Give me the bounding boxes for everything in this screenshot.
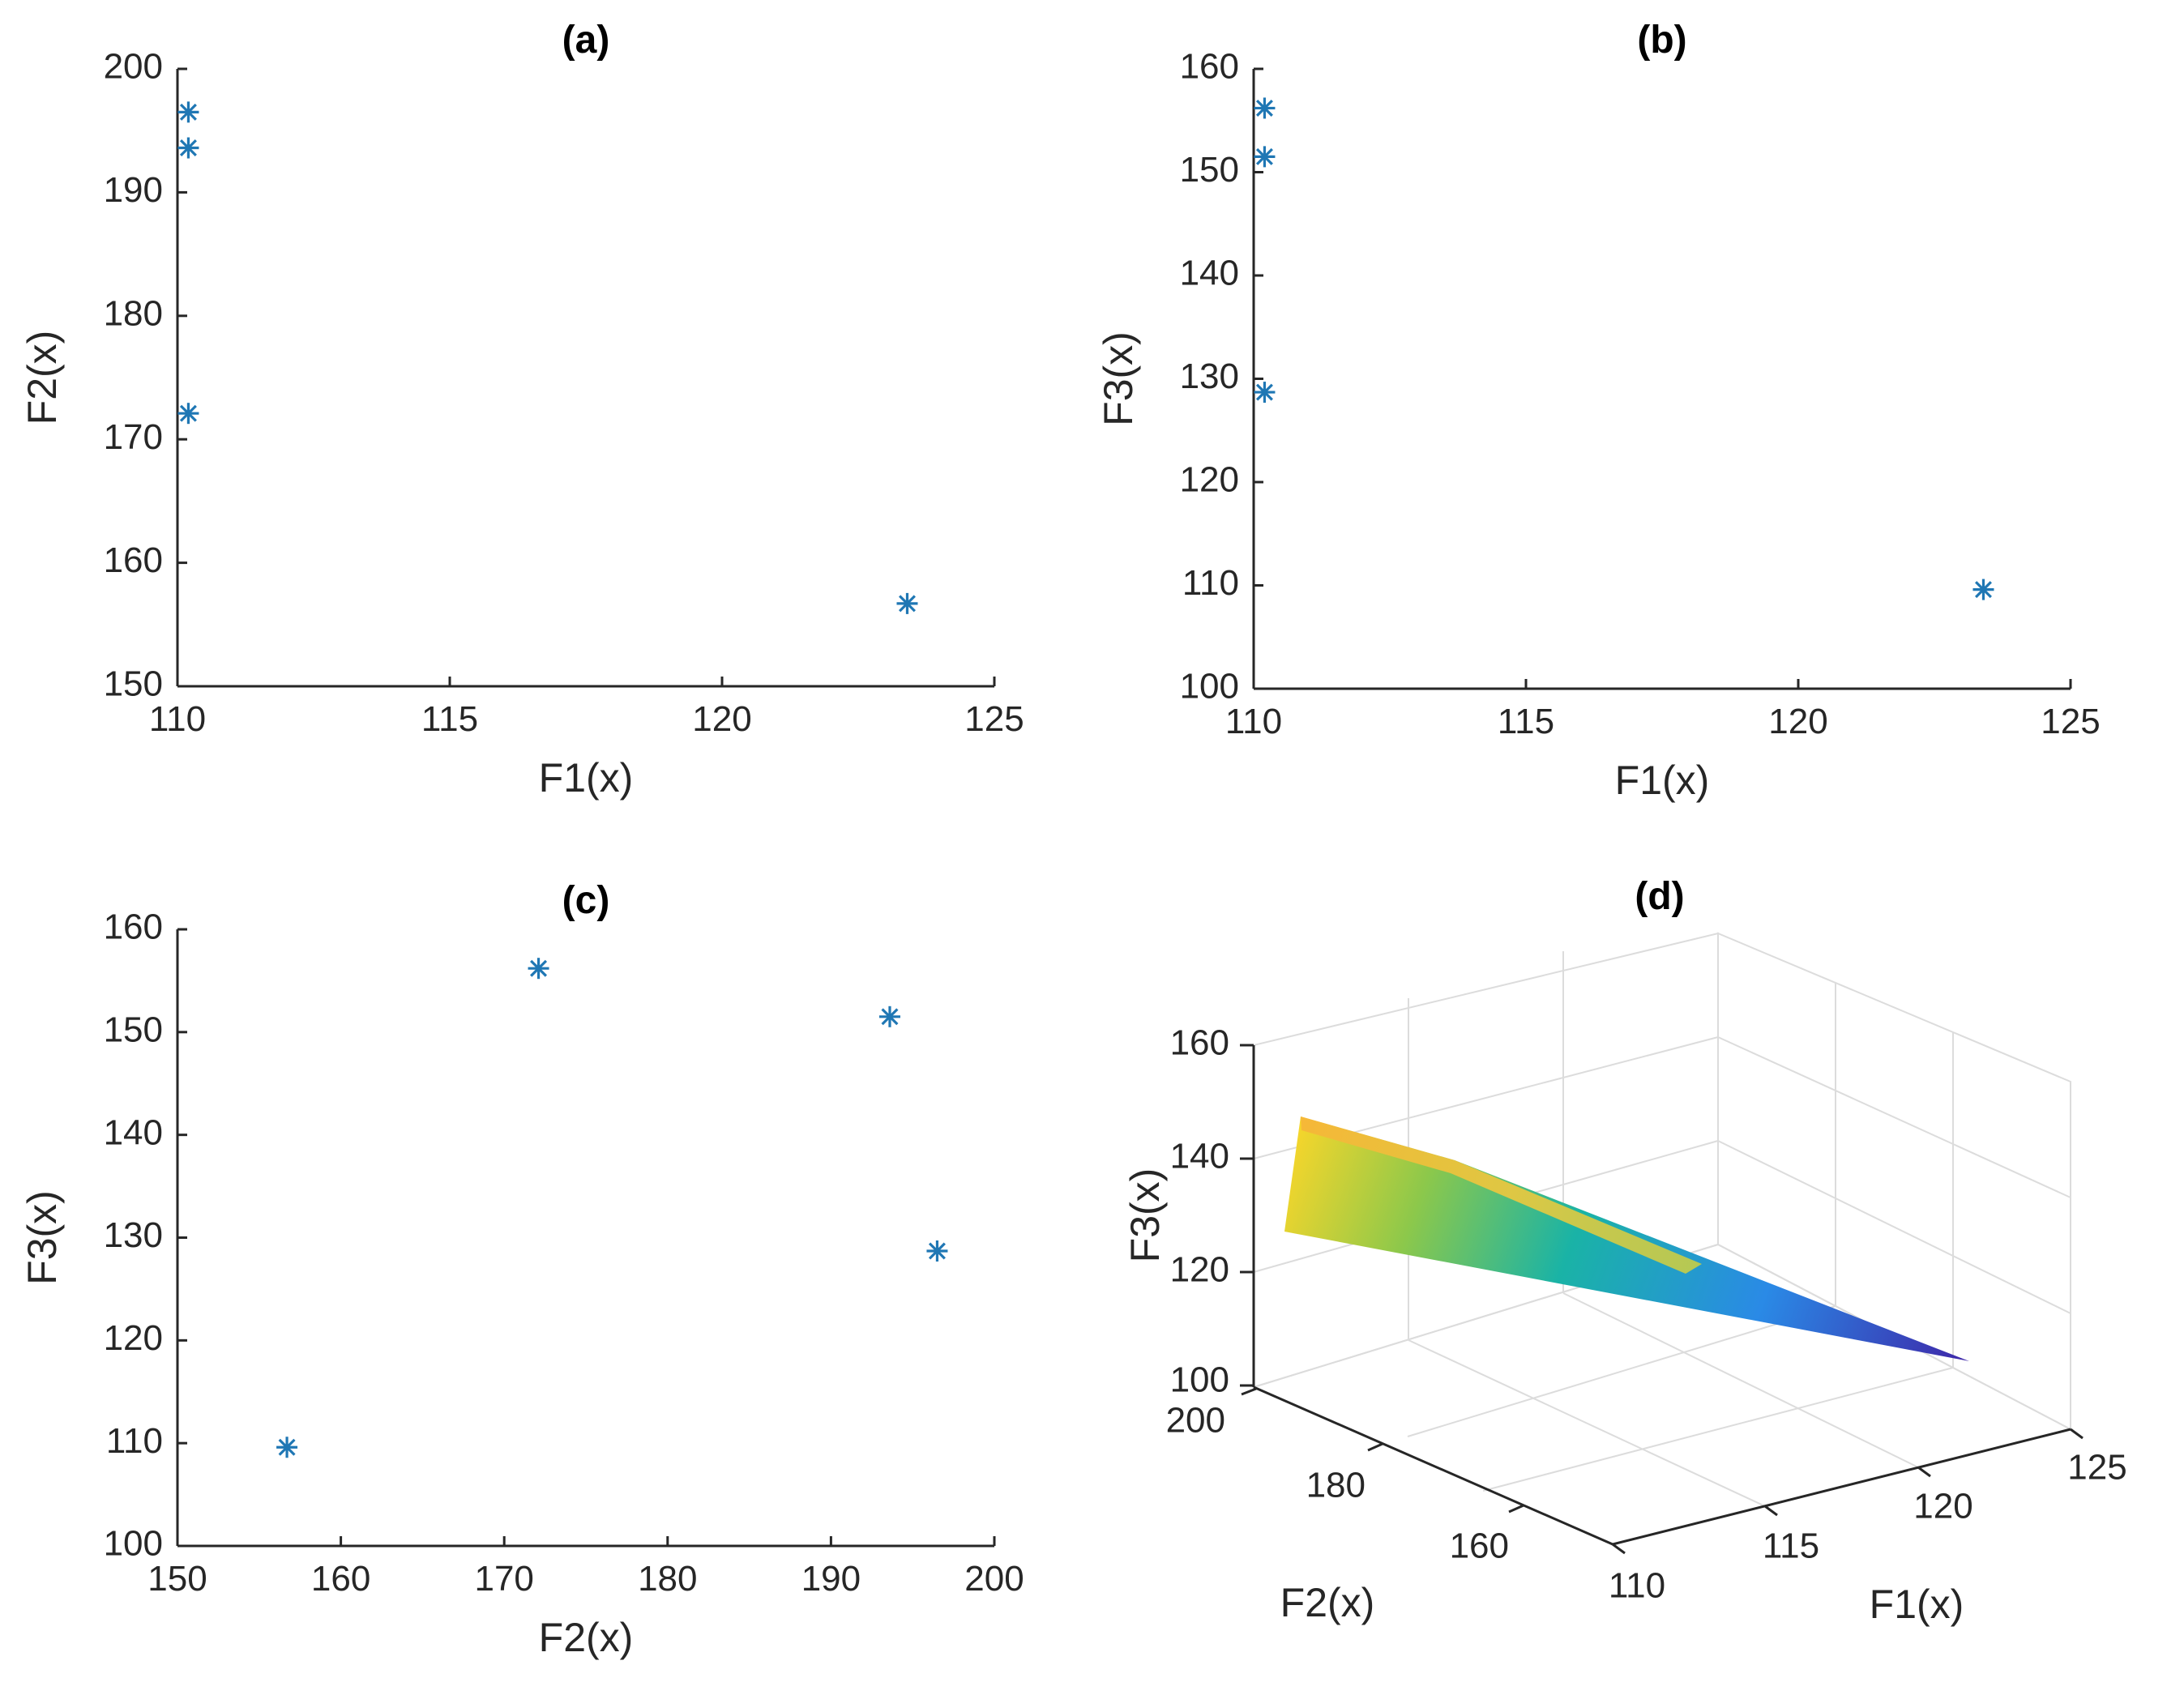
x-tick-label: 180: [638, 1559, 697, 1599]
x-axis-title: F2(x): [539, 1615, 634, 1660]
f2-tick-label: 160: [1450, 1526, 1509, 1566]
y-axis-title: F3(x): [1096, 331, 1141, 426]
z-tick-label: 160: [1170, 1023, 1229, 1063]
pareto-surface-top-edge: [1301, 1116, 1702, 1274]
data-point: [276, 1437, 298, 1458]
y-tick-label: 140: [104, 1112, 163, 1152]
f1-tick-label: 115: [1763, 1526, 1819, 1566]
panel-title: (c): [562, 879, 610, 922]
y-tick-label: 180: [104, 293, 163, 333]
x-tick-label: 115: [421, 699, 478, 739]
y-tick-label: 200: [104, 47, 163, 87]
surface-panel-d: 160 140 120 100 F3(x) 200 180 160 F2(x) …: [1122, 875, 2127, 1627]
data-point: [1254, 146, 1276, 168]
y-tick-label: 100: [1180, 667, 1239, 707]
f1-axis-title: F1(x): [1870, 1582, 1964, 1627]
f1-axis-line: [1612, 1428, 2071, 1546]
y-tick-label: 150: [104, 664, 163, 704]
data-point: [1254, 382, 1276, 403]
panel-title: (b): [1637, 19, 1686, 62]
data-point: [1972, 579, 1994, 600]
x-tick-label: 110: [1225, 702, 1282, 741]
x-tick-label: 120: [692, 699, 751, 739]
y-tick-label: 100: [104, 1524, 163, 1564]
x-axis-title: F1(x): [1615, 758, 1710, 803]
y-tick-label: 120: [1180, 460, 1239, 500]
f1-tick-label: 110: [1609, 1566, 1665, 1606]
panel-title: (a): [562, 19, 610, 62]
scatter-panel-b: 110 115 120 125100110120130140150160F1(x)F3…: [1096, 19, 2101, 803]
x-tick-label: 110: [149, 699, 206, 739]
y-tick-label: 150: [1180, 150, 1239, 190]
y-tick-label: 170: [104, 417, 163, 457]
data-point: [926, 1240, 948, 1262]
z-tick-label: 140: [1170, 1137, 1229, 1176]
y-tick-label: 130: [1180, 357, 1239, 396]
data-point: [177, 137, 199, 159]
f2-tick-label: 180: [1306, 1466, 1366, 1505]
y-tick-label: 190: [104, 170, 163, 210]
f1-tick-label: 125: [2067, 1448, 2126, 1488]
x-tick-label: 170: [474, 1559, 533, 1599]
x-tick-label: 200: [964, 1559, 1024, 1599]
x-tick-label: 160: [311, 1559, 370, 1599]
y-tick-label: 160: [1180, 47, 1239, 87]
y-axis-title: F2(x): [19, 331, 65, 425]
data-point: [177, 101, 199, 123]
f1-tick-mark: [1917, 1466, 1931, 1478]
y-tick-label: 130: [104, 1215, 163, 1255]
x-tick-label: 125: [964, 699, 1024, 739]
x-tick-label: 150: [147, 1559, 207, 1599]
f1-tick-mark: [2070, 1428, 2084, 1440]
x-tick-label: 190: [801, 1559, 861, 1599]
f2-tick-mark: [1508, 1504, 1524, 1514]
f2-tick-label: 200: [1166, 1401, 1225, 1441]
y-tick-label: 160: [104, 907, 163, 947]
y-tick-label: 160: [104, 540, 163, 580]
f1-tick-mark: [1612, 1543, 1626, 1555]
x-tick-label: 120: [1768, 702, 1827, 741]
f1-tick-mark: [1764, 1505, 1778, 1517]
f2-tick-mark: [1241, 1387, 1257, 1396]
f2-axis-title: F2(x): [1280, 1580, 1375, 1625]
f1-tick-label: 120: [1913, 1487, 1972, 1526]
f2-axis-line: [1253, 1385, 1613, 1546]
y-tick-label: 110: [106, 1421, 163, 1461]
y-tick-label: 140: [1180, 254, 1239, 293]
data-point: [896, 592, 918, 614]
y-tick-label: 120: [104, 1318, 163, 1358]
scatter-panel-a: 110 115 120 125 150 160 170 180 190 200 F1(x) F2(x)…: [19, 19, 1024, 801]
y-axis-title: F3(x): [19, 1190, 65, 1285]
data-point: [528, 958, 549, 980]
x-tick-label: 125: [2041, 702, 2100, 741]
f2-tick-mark: [1367, 1442, 1383, 1452]
x-axis-title: F1(x): [539, 755, 634, 801]
z-tick-label: 120: [1170, 1250, 1229, 1290]
scatter-panel-c: 150 160 170 180 190 200 100 110 120 130 140 150 160 F…: [19, 879, 1024, 1660]
z-axis-title: F3(x): [1122, 1168, 1168, 1263]
z-tick-label: 100: [1170, 1360, 1229, 1400]
y-tick-label: 150: [104, 1010, 163, 1049]
data-point: [177, 403, 199, 425]
panel-title-d: (d): [1635, 875, 1684, 918]
x-tick-label: 115: [1498, 702, 1554, 741]
y-tick-label: 110: [1182, 563, 1239, 603]
data-point: [1254, 97, 1276, 119]
data-point: [878, 1005, 900, 1027]
